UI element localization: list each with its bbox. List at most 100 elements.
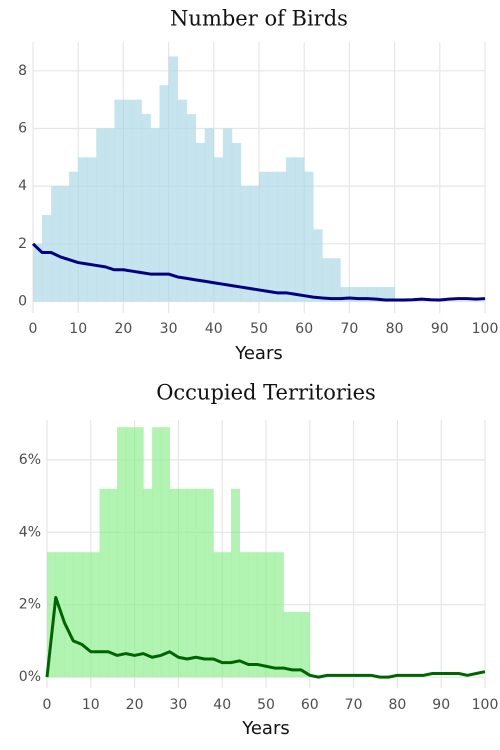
area-step — [313, 229, 323, 302]
line — [45, 595, 486, 679]
area-step — [123, 99, 133, 302]
area-step — [367, 287, 377, 302]
area-step — [222, 552, 232, 678]
area-step — [301, 611, 311, 678]
area-step — [268, 171, 278, 302]
x-tick-label: 90 — [432, 697, 450, 713]
y-tick-label: 4 — [18, 178, 27, 194]
y-tick-label: 4% — [19, 524, 41, 540]
x-tick-label: 50 — [257, 697, 275, 713]
x-tick-label: 100 — [472, 321, 499, 337]
x-tick-label: 0 — [29, 321, 38, 337]
area-step — [73, 552, 83, 678]
x-tick-label: 30 — [169, 697, 187, 713]
area-step — [322, 258, 332, 302]
area-step — [331, 258, 341, 302]
area-step — [69, 171, 79, 302]
area-step — [249, 186, 260, 302]
x-tick-label: 90 — [431, 321, 449, 337]
chart-title: Number of Birds — [170, 7, 348, 31]
y-tick-label: 6% — [19, 452, 41, 468]
area-step — [295, 157, 305, 302]
area-step — [159, 85, 169, 302]
area-step — [90, 552, 100, 678]
area-step — [349, 287, 359, 302]
area-step — [42, 214, 52, 302]
area-step — [117, 427, 127, 678]
area-step — [143, 488, 153, 678]
area-step — [187, 488, 197, 678]
area-step — [204, 488, 214, 678]
area-step — [286, 157, 296, 302]
area-step — [340, 287, 350, 302]
y-tick-label: 0% — [19, 669, 41, 685]
area-step — [277, 171, 287, 302]
area-step — [213, 157, 224, 302]
area-step — [33, 243, 43, 302]
x-tick-label: 20 — [126, 697, 144, 713]
x-tick-label: 40 — [205, 321, 223, 337]
y-tick-label: 0 — [18, 293, 27, 309]
x-tick-label: 100 — [472, 697, 499, 713]
area-step — [222, 128, 233, 302]
area-step — [47, 552, 57, 678]
area-step — [239, 552, 249, 678]
x-axis-label: Years — [234, 343, 283, 364]
area-step — [160, 427, 170, 678]
x-tick-label: 40 — [213, 697, 231, 713]
area-step — [213, 552, 223, 678]
area-step — [266, 552, 276, 678]
area-step — [82, 552, 92, 678]
x-tick-label: 0 — [43, 697, 52, 713]
x-tick-label: 80 — [388, 697, 406, 713]
area-step — [376, 287, 386, 302]
area-step — [134, 427, 144, 678]
area-step — [168, 56, 178, 302]
area-step — [283, 611, 293, 678]
area-step — [195, 142, 206, 302]
area-step — [248, 552, 258, 678]
x-tick-label: 30 — [160, 321, 178, 337]
x-tick-label: 60 — [295, 321, 313, 337]
x-tick-label: 10 — [69, 321, 87, 337]
x-tick-label: 10 — [82, 697, 100, 713]
area-step — [259, 171, 269, 302]
area-step — [169, 488, 179, 678]
x-tick-label: 60 — [301, 697, 319, 713]
x-tick-label: 70 — [340, 321, 358, 337]
area-step — [150, 128, 160, 302]
x-tick-label: 50 — [250, 321, 268, 337]
area-step — [132, 99, 142, 302]
area-step — [240, 186, 251, 302]
line — [31, 242, 486, 302]
area-step — [304, 171, 314, 302]
area-step — [177, 99, 187, 302]
area-step — [195, 488, 205, 678]
area-step — [78, 157, 88, 302]
x-tick-label: 20 — [114, 321, 132, 337]
area-step — [257, 552, 267, 678]
area-step — [231, 142, 242, 302]
area-step — [152, 427, 162, 678]
area-step — [96, 128, 106, 302]
y-tick-label: 6 — [18, 120, 27, 136]
area-step — [99, 488, 109, 678]
y-tick-label: 2% — [19, 597, 41, 613]
y-tick-label: 2 — [18, 236, 27, 252]
area-step — [114, 99, 124, 302]
area-step — [125, 427, 135, 678]
x-axis-label: Years — [241, 718, 290, 739]
area-step — [274, 552, 284, 678]
x-tick-label: 80 — [386, 321, 404, 337]
area-step — [204, 128, 215, 302]
chart-title: Occupied Territories — [156, 381, 376, 405]
area-step — [51, 186, 61, 302]
area-step — [385, 287, 395, 302]
area-step — [60, 186, 70, 302]
area-step — [87, 157, 97, 302]
area-step — [230, 488, 241, 678]
area-step — [64, 552, 74, 678]
area-step — [186, 114, 197, 302]
area-step — [141, 114, 151, 302]
